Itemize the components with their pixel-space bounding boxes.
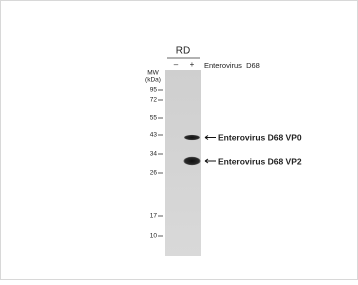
marker-size: 17 bbox=[150, 213, 158, 220]
band-vp0 bbox=[184, 135, 200, 140]
marker-size: 10 bbox=[150, 233, 158, 240]
lane-label: – bbox=[174, 60, 179, 69]
marker-size: 34 bbox=[150, 151, 158, 158]
marker-size: 72 bbox=[150, 97, 158, 104]
figure: RD – + Enterovirus D68 MW (kDa) 95 72 55 43… bbox=[0, 0, 358, 280]
marker-unit: (kDa) bbox=[145, 77, 161, 84]
marker-size: 95 bbox=[150, 87, 158, 94]
marker-size: 26 bbox=[150, 170, 158, 177]
band-vp2 bbox=[184, 157, 201, 165]
cell-line: RD bbox=[176, 46, 190, 57]
band-label: Enterovirus D68 VP2 bbox=[218, 156, 302, 166]
lane-label: + bbox=[190, 60, 195, 69]
marker-size: 43 bbox=[150, 132, 158, 139]
marker-title: MW bbox=[147, 70, 159, 77]
marker-size: 55 bbox=[150, 115, 158, 122]
page: RD – + Enterovirus D68 MW (kDa) 95 72 55 43… bbox=[0, 0, 358, 285]
band-label: Enterovirus D68 VP0 bbox=[218, 132, 302, 142]
treatment: Enterovirus D68 bbox=[204, 61, 260, 70]
